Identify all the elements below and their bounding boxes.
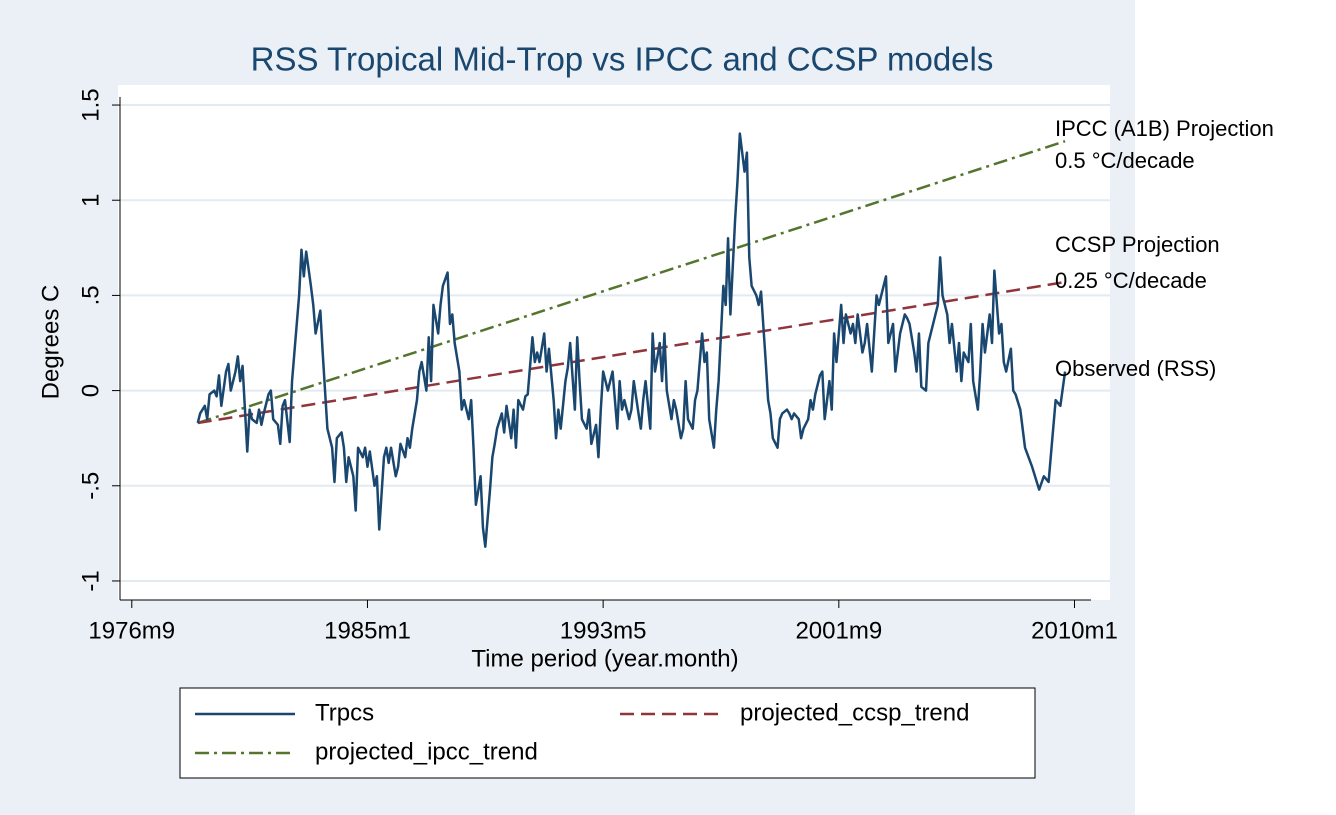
series-line — [197, 140, 1066, 425]
x-axis-title: Time period (year.month) — [471, 645, 738, 672]
annotation: 0.25 °C/decade — [1055, 268, 1207, 293]
x-tick-label: 2001m9 — [795, 617, 882, 644]
y-tick-label: .5 — [77, 285, 104, 305]
x-tick-label: 1993m5 — [560, 617, 647, 644]
annotation: CCSP Projection — [1055, 232, 1220, 257]
series-line — [196, 132, 1067, 548]
annotation: Observed (RSS) — [1055, 356, 1216, 381]
x-tick-label: 1985m1 — [324, 617, 411, 644]
chart-title: RSS Tropical Mid-Trop vs IPCC and CCSP m… — [251, 41, 994, 78]
legend-box — [179, 687, 1036, 779]
y-tick-label: 1.5 — [77, 88, 104, 121]
y-tick-label: 0 — [77, 384, 104, 397]
y-tick-label: -1 — [77, 570, 104, 591]
annotation: 0.5 °C/decade — [1055, 148, 1195, 173]
y-tick-label: 1 — [77, 194, 104, 207]
legend-label: projected_ipcc_trend — [315, 738, 538, 765]
y-axis-title: Degrees C — [37, 285, 64, 400]
annotation: IPCC (A1B) Projection — [1055, 116, 1274, 141]
y-tick-label: -.5 — [77, 472, 104, 500]
plot-region — [118, 85, 1110, 600]
x-tick-label: 2010m1 — [1031, 617, 1118, 644]
legend-label: projected_ccsp_trend — [740, 699, 969, 726]
legend-label: Trpcs — [315, 699, 374, 726]
x-tick-label: 1976m9 — [88, 617, 175, 644]
